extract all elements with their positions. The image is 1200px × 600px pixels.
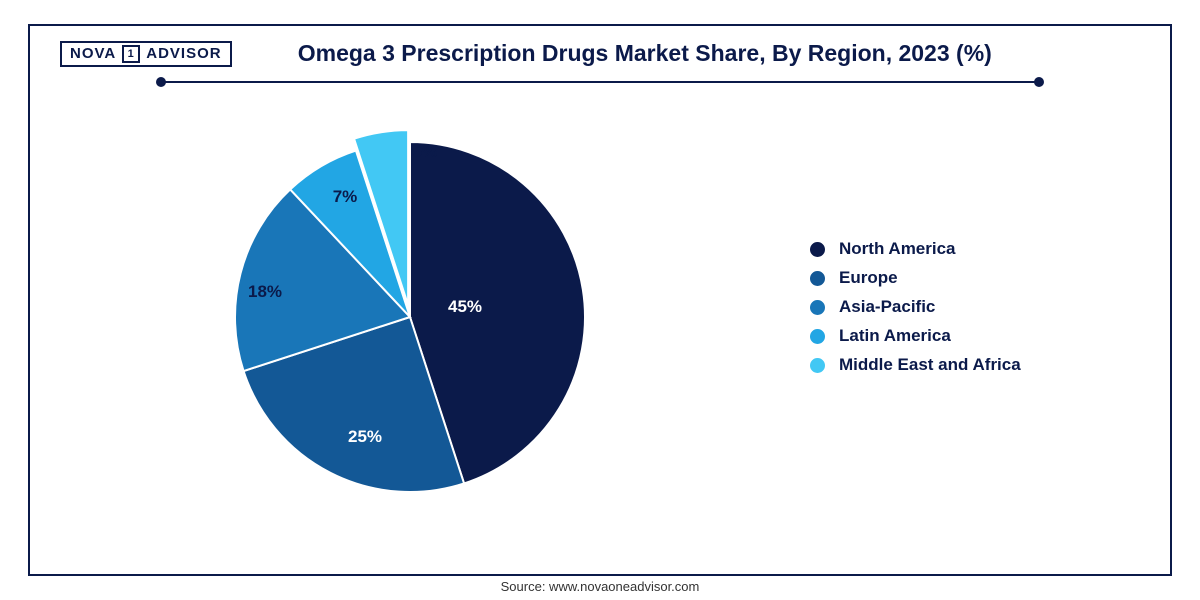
pie-slice-label: 25%	[348, 427, 382, 447]
legend-item: North America	[810, 239, 1021, 259]
legend-label: Middle East and Africa	[839, 355, 1021, 375]
legend-swatch	[810, 358, 825, 373]
pie-slice-label: 18%	[248, 282, 282, 302]
legend-item: Europe	[810, 268, 1021, 288]
divider-line	[160, 81, 1040, 83]
brand-logo: NOVA 1 ADVISOR	[60, 41, 232, 67]
legend-label: Europe	[839, 268, 898, 288]
legend-label: Latin America	[839, 326, 951, 346]
legend-item: Asia-Pacific	[810, 297, 1021, 317]
logo-one-box: 1	[122, 45, 140, 63]
legend-swatch	[810, 300, 825, 315]
divider-dot-right	[1034, 77, 1044, 87]
header-row: NOVA 1 ADVISOR Omega 3 Prescription Drug…	[60, 40, 1140, 67]
legend-swatch	[810, 242, 825, 257]
chart-frame: NOVA 1 ADVISOR Omega 3 Prescription Drug…	[28, 24, 1172, 576]
pie-slice-label: 5%	[413, 142, 438, 162]
chart-content: 45% 25% 18% 7% 5% North America Europe Asia-Pa…	[60, 87, 1140, 527]
pie-slice-label: 45%	[448, 297, 482, 317]
title-divider	[160, 77, 1040, 87]
legend-swatch	[810, 329, 825, 344]
pie-svg	[210, 107, 610, 507]
logo-right: ADVISOR	[146, 45, 221, 62]
legend-label: North America	[839, 239, 956, 259]
chart-legend: North America Europe Asia-Pacific Latin Ame…	[810, 230, 1021, 384]
pie-chart: 45% 25% 18% 7% 5%	[210, 107, 610, 507]
legend-label: Asia-Pacific	[839, 297, 935, 317]
chart-title: Omega 3 Prescription Drugs Market Share,…	[260, 40, 1140, 67]
legend-item: Latin America	[810, 326, 1021, 346]
legend-item: Middle East and Africa	[810, 355, 1021, 375]
logo-left: NOVA	[70, 45, 116, 62]
legend-swatch	[810, 271, 825, 286]
source-footer: Source: www.novaoneadvisor.com	[30, 579, 1170, 594]
pie-slice-label: 7%	[333, 187, 358, 207]
